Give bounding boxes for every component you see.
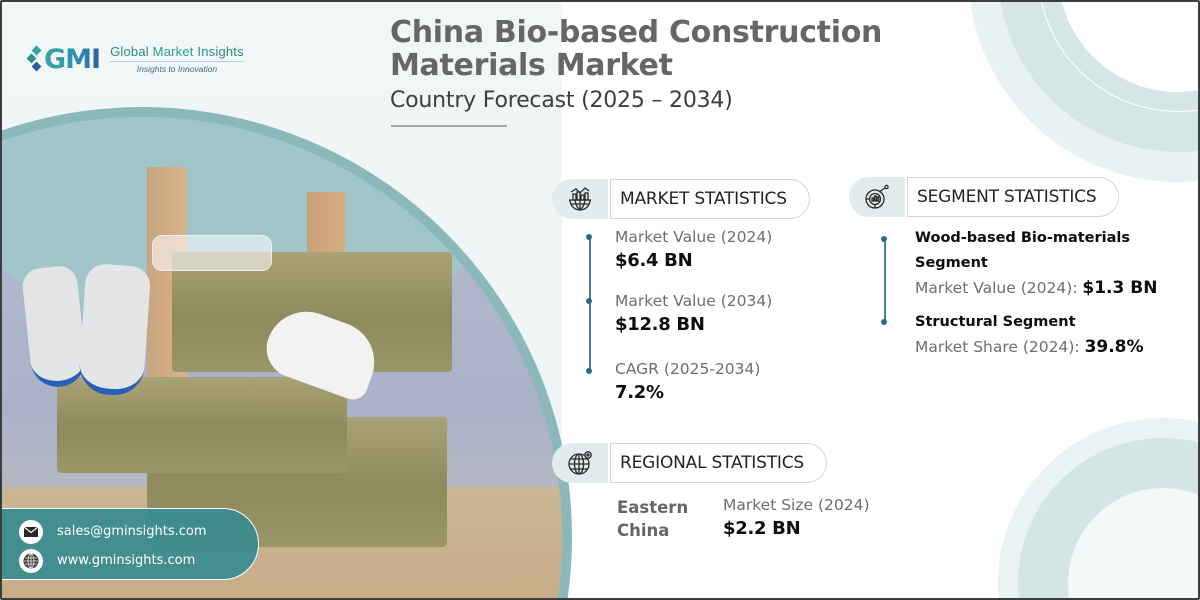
region-metric-value: $2.2 BN [723, 518, 801, 539]
stat-label: CAGR (2025-2034) [615, 360, 761, 378]
diamond-icon [26, 45, 42, 72]
segment-metric: Market Value (2024): $1.3 BN [915, 278, 1158, 298]
segment-statistics-header: SEGMENT STATISTICS [849, 177, 1120, 217]
globe-pin-icon [552, 443, 608, 483]
segment-metric: Market Share (2024): 39.8% [915, 337, 1144, 357]
region-metric-label: Market Size (2024) [723, 496, 870, 514]
stat-value: $6.4 BN [615, 250, 693, 271]
safety-glasses-image [152, 235, 272, 271]
page-title: China Bio-based Construction Materials M… [390, 15, 883, 83]
market-statistics-pill: MARKET STATISTICS [610, 179, 810, 219]
timeline-dot [881, 236, 887, 242]
timeline-dot [586, 234, 592, 240]
hero-photo-frame [2, 107, 572, 598]
segment-statistics-pill: SEGMENT STATISTICS [907, 177, 1120, 217]
stat-label: Market Value (2034) [615, 292, 773, 310]
regional-statistics-pill: REGIONAL STATISTICS [610, 443, 827, 483]
hero-photo-insulation [2, 117, 562, 598]
regional-statistics-header: REGIONAL STATISTICS [552, 443, 827, 483]
timeline-dot [586, 298, 592, 304]
logo-letters: GMI [44, 43, 101, 75]
contact-box: sales@gminsights.com www.gminsights.com [2, 508, 259, 580]
stat-value: 7.2% [615, 382, 664, 403]
contact-email-row[interactable]: sales@gminsights.com [19, 517, 258, 546]
timeline-dot [586, 368, 592, 374]
gmi-logo[interactable]: GMI Global Market Insights Insights to I… [26, 43, 244, 75]
region-name: Eastern China [617, 498, 689, 540]
contact-email[interactable]: sales@gminsights.com [57, 524, 207, 539]
logo-company-name: Global Market Insights [110, 44, 244, 62]
contact-website[interactable]: www.gminsights.com [57, 553, 196, 568]
stat-value: $12.8 BN [615, 314, 705, 335]
title-divider [391, 125, 507, 127]
segment-name: Structural Segment [915, 314, 1076, 330]
target-chart-icon [849, 177, 905, 217]
regional-statistics-heading: REGIONAL STATISTICS [620, 453, 804, 473]
logo-tagline: Insights to Innovation [136, 64, 218, 74]
globe-chart-icon [552, 179, 608, 219]
market-statistics-heading: MARKET STATISTICS [620, 189, 787, 209]
page-subtitle: Country Forecast (2025 – 2034) [390, 88, 733, 113]
stat-label: Market Value (2024) [615, 228, 773, 246]
timeline-line [884, 238, 886, 321]
segment-statistics-heading: SEGMENT STATISTICS [917, 187, 1097, 207]
envelope-icon [19, 519, 43, 544]
market-statistics-header: MARKET STATISTICS [552, 179, 810, 219]
globe-icon [19, 548, 43, 573]
contact-website-row[interactable]: www.gminsights.com [19, 546, 258, 575]
segment-name: Wood-based Bio-materials [915, 230, 1131, 246]
logo-mark: GMI [26, 43, 101, 75]
segment-name: Segment [915, 255, 988, 271]
timeline-dot [881, 319, 887, 325]
